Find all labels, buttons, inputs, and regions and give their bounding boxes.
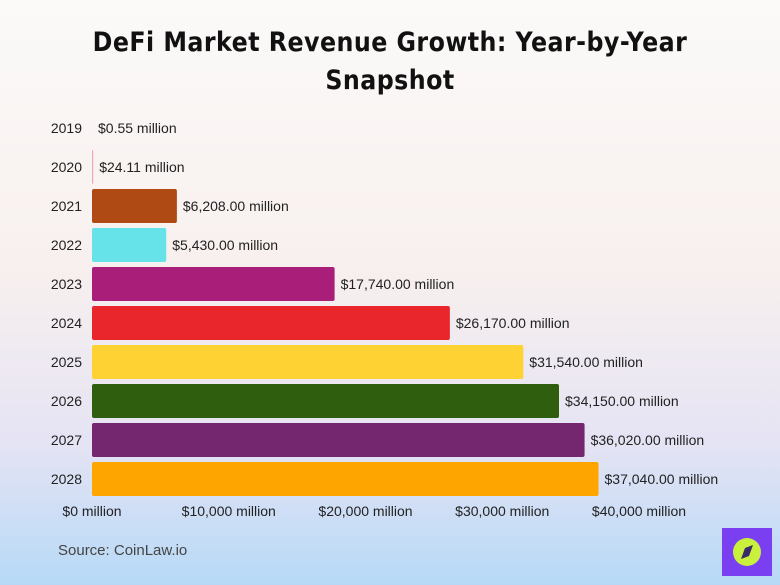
data-label: $31,540.00 million: [529, 354, 643, 370]
category-label: 2026: [51, 393, 82, 409]
bar-2026: [92, 384, 560, 418]
category-label: 2024: [51, 315, 82, 331]
bar-2020: [92, 150, 94, 184]
category-label: 2022: [51, 237, 82, 253]
bar-2021: [92, 189, 177, 223]
category-label: 2023: [51, 276, 82, 292]
bar-2023: [92, 267, 335, 301]
bar-2027: [92, 423, 585, 457]
category-label: 2020: [51, 159, 82, 175]
category-label: 2027: [51, 432, 82, 448]
data-label: $34,150.00 million: [565, 393, 679, 409]
data-label: $37,040.00 million: [605, 471, 719, 487]
data-label: $24.11 million: [99, 159, 184, 175]
chart-title: DeFi Market Revenue Growth: Year-by-Year…: [92, 27, 688, 96]
data-label: $0.55 million: [98, 120, 177, 136]
bar-2028: [92, 462, 599, 496]
compass-icon: [733, 538, 761, 566]
bar-2025: [92, 345, 524, 379]
x-tick-label: $20,000 million: [318, 503, 412, 519]
x-tick-label: $30,000 million: [455, 503, 549, 519]
x-tick-label: $10,000 million: [182, 503, 276, 519]
x-tick-label: $40,000 million: [592, 503, 686, 519]
source-note: Source: CoinLaw.io: [58, 542, 188, 559]
data-label: $36,020.00 million: [591, 432, 705, 448]
data-label: $26,170.00 million: [456, 315, 570, 331]
logo-badge: [722, 528, 772, 576]
data-label: $17,740.00 million: [341, 276, 455, 292]
category-label: 2021: [51, 198, 82, 214]
x-tick-label: $0 million: [62, 503, 121, 519]
data-label: $5,430.00 million: [172, 237, 278, 253]
category-label: 2025: [51, 354, 82, 370]
bar-2022: [92, 228, 167, 262]
category-label: 2028: [51, 471, 82, 487]
category-label: 2019: [51, 120, 82, 136]
bar-2024: [92, 306, 450, 340]
data-label: $6,208.00 million: [183, 198, 289, 214]
